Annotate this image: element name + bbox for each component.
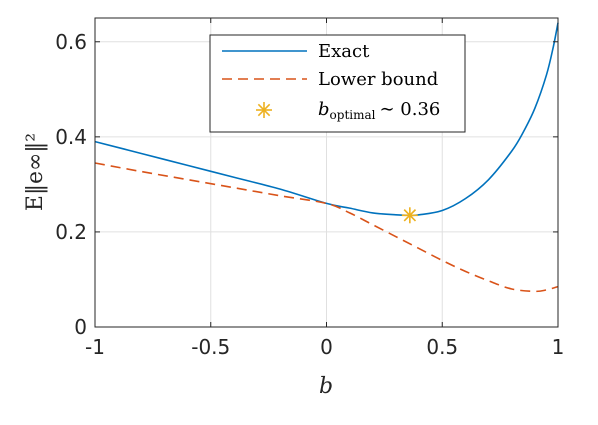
optimal-marker [401,207,418,224]
x-axis-label: b [319,374,333,399]
x-tick-label: 0.5 [426,335,458,359]
x-tick-label: -1 [85,335,105,359]
y-tick-label: 0.2 [55,220,87,244]
legend-label-lower-bound: Lower bound [318,69,438,90]
legend-label-optimal-sub: optimal [330,108,376,122]
legend-asterisk-stroke [257,103,271,117]
x-tick-label: 1 [552,335,565,359]
legend-label-optimal: boptimal ∼ 0.36 [318,99,440,122]
legend: Exact Lower bound boptimal ∼ 0.36 [209,34,466,133]
legend-label-optimal-rest: ∼ 0.36 [379,99,440,120]
legend-label-optimal-b: b [318,99,330,120]
x-tick-label: 0 [320,335,333,359]
optimal-marker-stroke [403,209,417,222]
legend-marker-optimal [256,102,272,118]
series-line-lower-bound [94,162,559,293]
ticks: -1 -0.5 0 0.5 1 0 0.2 0.4 0.6 [55,18,564,359]
y-tick-label: 0.4 [55,125,87,149]
x-tick-label: -0.5 [191,335,230,359]
y-tick-label: 0 [74,315,87,339]
y-tick-label: 0.6 [55,30,87,54]
series-layer [94,22,559,293]
legend-asterisk [256,102,272,118]
y-axis-label: E‖e∞‖² [23,133,48,211]
legend-label-exact: Exact [318,41,370,62]
